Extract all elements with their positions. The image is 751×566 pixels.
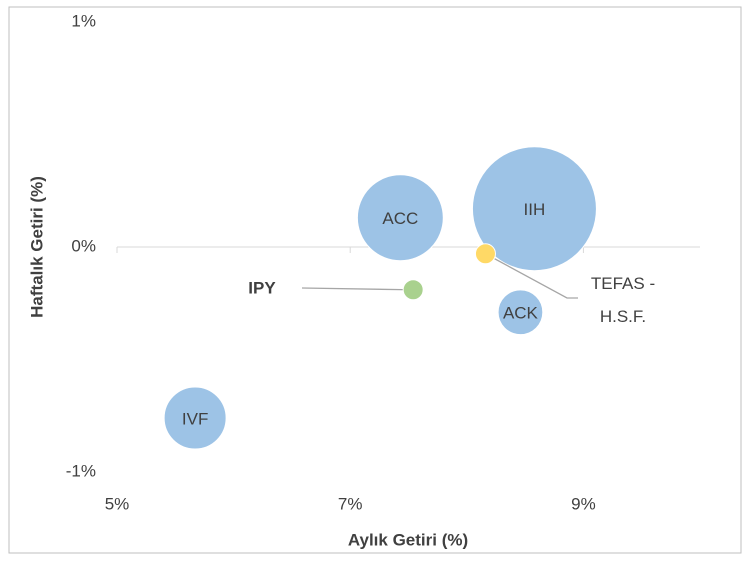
x-tick-label: 5% xyxy=(105,494,130,513)
y-tick-label: 0% xyxy=(71,236,96,255)
chart-frame xyxy=(8,6,742,554)
bubble xyxy=(356,174,444,262)
leader-line xyxy=(301,287,410,291)
bubble-label: TEFAS -H.S.F. xyxy=(591,274,655,326)
bubble-label: IIH xyxy=(524,200,546,219)
bubble-label: ACK xyxy=(503,304,539,323)
y-tick-label: -1% xyxy=(66,461,96,480)
bubble-label: ACC xyxy=(382,209,418,228)
x-tick-label: 7% xyxy=(338,494,363,513)
bubble xyxy=(163,386,227,450)
bubble xyxy=(402,279,424,301)
bubble-label: IPY xyxy=(248,278,276,297)
bubble xyxy=(471,146,597,272)
leader-line xyxy=(485,253,578,299)
x-tick-label: 9% xyxy=(571,494,596,513)
y-tick-label: 1% xyxy=(71,11,96,30)
x-axis-label: Aylık Getiri (%) xyxy=(348,530,468,549)
bubble xyxy=(474,243,496,265)
bubble xyxy=(497,289,544,336)
bubble-label: IVF xyxy=(182,409,208,428)
y-axis-label: Haftalık Getiri (%) xyxy=(27,176,46,318)
